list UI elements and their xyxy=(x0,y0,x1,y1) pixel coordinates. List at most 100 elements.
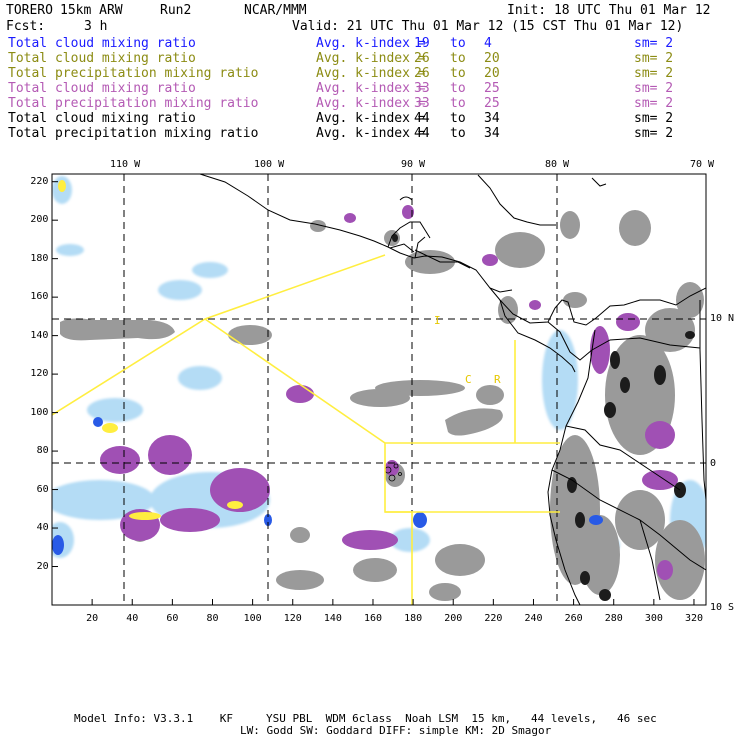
nest-domain-outlines xyxy=(52,254,560,605)
legend-row: Total cloud mixing ratio Avg. k-index = 44… xyxy=(8,111,732,126)
model-info-line2: LW: Godd SW: Goddard DIFF: simple KM: 2D… xyxy=(240,724,552,737)
legend-range-start: 26 xyxy=(414,66,430,81)
lat-label: 10 N xyxy=(710,313,735,324)
legend-range-to: to xyxy=(450,66,466,81)
run-label: Run2 xyxy=(160,3,192,18)
y-tick-label: 180 xyxy=(30,252,49,264)
y-tick-label: 200 xyxy=(30,214,49,226)
x-tick-label: 80 xyxy=(206,613,219,624)
legend-range-start: 44 xyxy=(414,126,430,141)
coastlines xyxy=(199,174,706,605)
legend-range-start: 19 xyxy=(414,36,430,51)
x-tick-label: 200 xyxy=(444,613,463,624)
lat-label: 0 xyxy=(710,458,717,469)
x-tick-label: 240 xyxy=(524,613,543,624)
legend-range-to: to xyxy=(450,36,466,51)
legend-range-to: to xyxy=(450,51,466,66)
legend-range-start: 26 xyxy=(414,51,430,66)
legend-range-end: 4 xyxy=(484,36,492,51)
org-label: NCAR/MMM xyxy=(244,3,307,18)
y-tick-label: 80 xyxy=(36,445,49,457)
x-tick-label: 160 xyxy=(363,613,383,624)
legend-avg-label: Avg. k-index = xyxy=(316,96,426,111)
legend-field-name: Total cloud mixing ratio xyxy=(8,51,196,66)
legend-smoothing: sm= 2 xyxy=(634,111,674,126)
y-tick-label: 40 xyxy=(36,522,49,534)
legend-range-end: 25 xyxy=(484,81,500,96)
y-tick-label: 100 xyxy=(30,406,49,418)
legend-range-to: to xyxy=(450,111,466,126)
legend-range-start: 33 xyxy=(414,96,430,111)
legend-row: Total precipitation mixing ratio Avg. k-i… xyxy=(8,96,732,111)
y-tick-label: 140 xyxy=(30,329,49,341)
init-time: Init: 18 UTC Thu 01 Mar 12 xyxy=(507,3,711,18)
legend-range-end: 20 xyxy=(484,66,500,81)
legend-range-to: to xyxy=(450,96,466,111)
heavy-cloud-cores xyxy=(392,234,695,601)
forecast-hour: 3 h xyxy=(84,19,108,34)
legend-range-start: 44 xyxy=(414,111,430,126)
low-index-cloud xyxy=(58,180,243,520)
domain-letter-c: C xyxy=(465,373,472,386)
legend-range-end: 25 xyxy=(484,96,500,111)
x-tick-label: 100 xyxy=(243,613,262,624)
x-tick-label: 260 xyxy=(564,613,583,624)
lon-label: 90 W xyxy=(401,159,426,170)
x-tick-label: 300 xyxy=(644,613,663,624)
x-tick-label: 20 xyxy=(86,613,99,624)
legend-range-start: 33 xyxy=(414,81,430,96)
lon-label: 70 W xyxy=(690,159,715,170)
legend-field-name: Total cloud mixing ratio xyxy=(8,111,196,126)
legend-smoothing: sm= 2 xyxy=(634,81,674,96)
legend-row: Total cloud mixing ratio Avg. k-index = 19… xyxy=(8,36,732,51)
legend-smoothing: sm= 2 xyxy=(634,96,674,111)
lon-label: 110 W xyxy=(110,159,141,170)
y-tick-label: 120 xyxy=(30,368,49,380)
y-tick-label: 20 xyxy=(36,560,49,572)
x-tick-label: 280 xyxy=(604,613,623,624)
x-tick-label: 40 xyxy=(126,613,139,624)
y-tick-label: 60 xyxy=(36,483,49,495)
plot-frame xyxy=(51,173,707,606)
legend-range-to: to xyxy=(450,126,466,141)
model-resolution: 15km ARW xyxy=(60,3,123,18)
legend-row: Total precipitation mixing ratio Avg. k-i… xyxy=(8,66,732,81)
x-tick-label: 320 xyxy=(684,613,704,624)
x-tick-label: 220 xyxy=(484,613,503,624)
country-borders xyxy=(389,243,701,601)
legend-row: Total cloud mixing ratio Avg. k-index = 26… xyxy=(8,51,732,66)
forecast-label: Fcst: xyxy=(6,19,46,34)
x-tick-label: 180 xyxy=(404,613,423,624)
legend-range-end: 20 xyxy=(484,51,500,66)
legend-avg-label: Avg. k-index = xyxy=(316,66,426,81)
legend-avg-label: Avg. k-index = xyxy=(316,51,426,66)
legend-avg-label: Avg. k-index = xyxy=(316,36,426,51)
domain-letter-r: R xyxy=(494,373,501,386)
lon-label: 80 W xyxy=(545,159,570,170)
legend-avg-label: Avg. k-index = xyxy=(316,126,426,141)
legend-field-name: Total cloud mixing ratio xyxy=(8,81,196,96)
x-tick-label: 140 xyxy=(323,613,342,624)
legend-avg-label: Avg. k-index = xyxy=(316,111,426,126)
intense-cloud-layer xyxy=(52,417,603,555)
legend-field-name: Total precipitation mixing ratio xyxy=(8,96,259,111)
x-tick-label: 60 xyxy=(166,613,179,624)
legend-row: Total precipitation mixing ratio Avg. k-i… xyxy=(8,126,732,141)
legend-avg-label: Avg. k-index = xyxy=(316,81,426,96)
legend-smoothing: sm= 2 xyxy=(634,66,674,81)
precipitation-mixing-layer xyxy=(100,205,678,580)
lat-label: 10 S xyxy=(710,602,735,613)
legend-smoothing: sm= 2 xyxy=(634,36,674,51)
lon-label: 100 W xyxy=(254,159,285,170)
valid-time: Valid: 21 UTC Thu 01 Mar 12 (15 CST Thu … xyxy=(292,19,684,34)
legend-range-end: 34 xyxy=(484,111,500,126)
legend-range-to: to xyxy=(450,81,466,96)
y-tick-label: 160 xyxy=(30,291,49,303)
lat-lon-grid xyxy=(52,174,706,605)
model-info-line1: Model Info: V3.3.1 KF YSU PBL WDM 6class… xyxy=(74,712,657,725)
legend-field-name: Total cloud mixing ratio xyxy=(8,36,196,51)
domain-letter-i: I xyxy=(434,314,441,327)
legend-field-name: Total precipitation mixing ratio xyxy=(8,66,259,81)
legend-row: Total cloud mixing ratio Avg. k-index = 33… xyxy=(8,81,732,96)
